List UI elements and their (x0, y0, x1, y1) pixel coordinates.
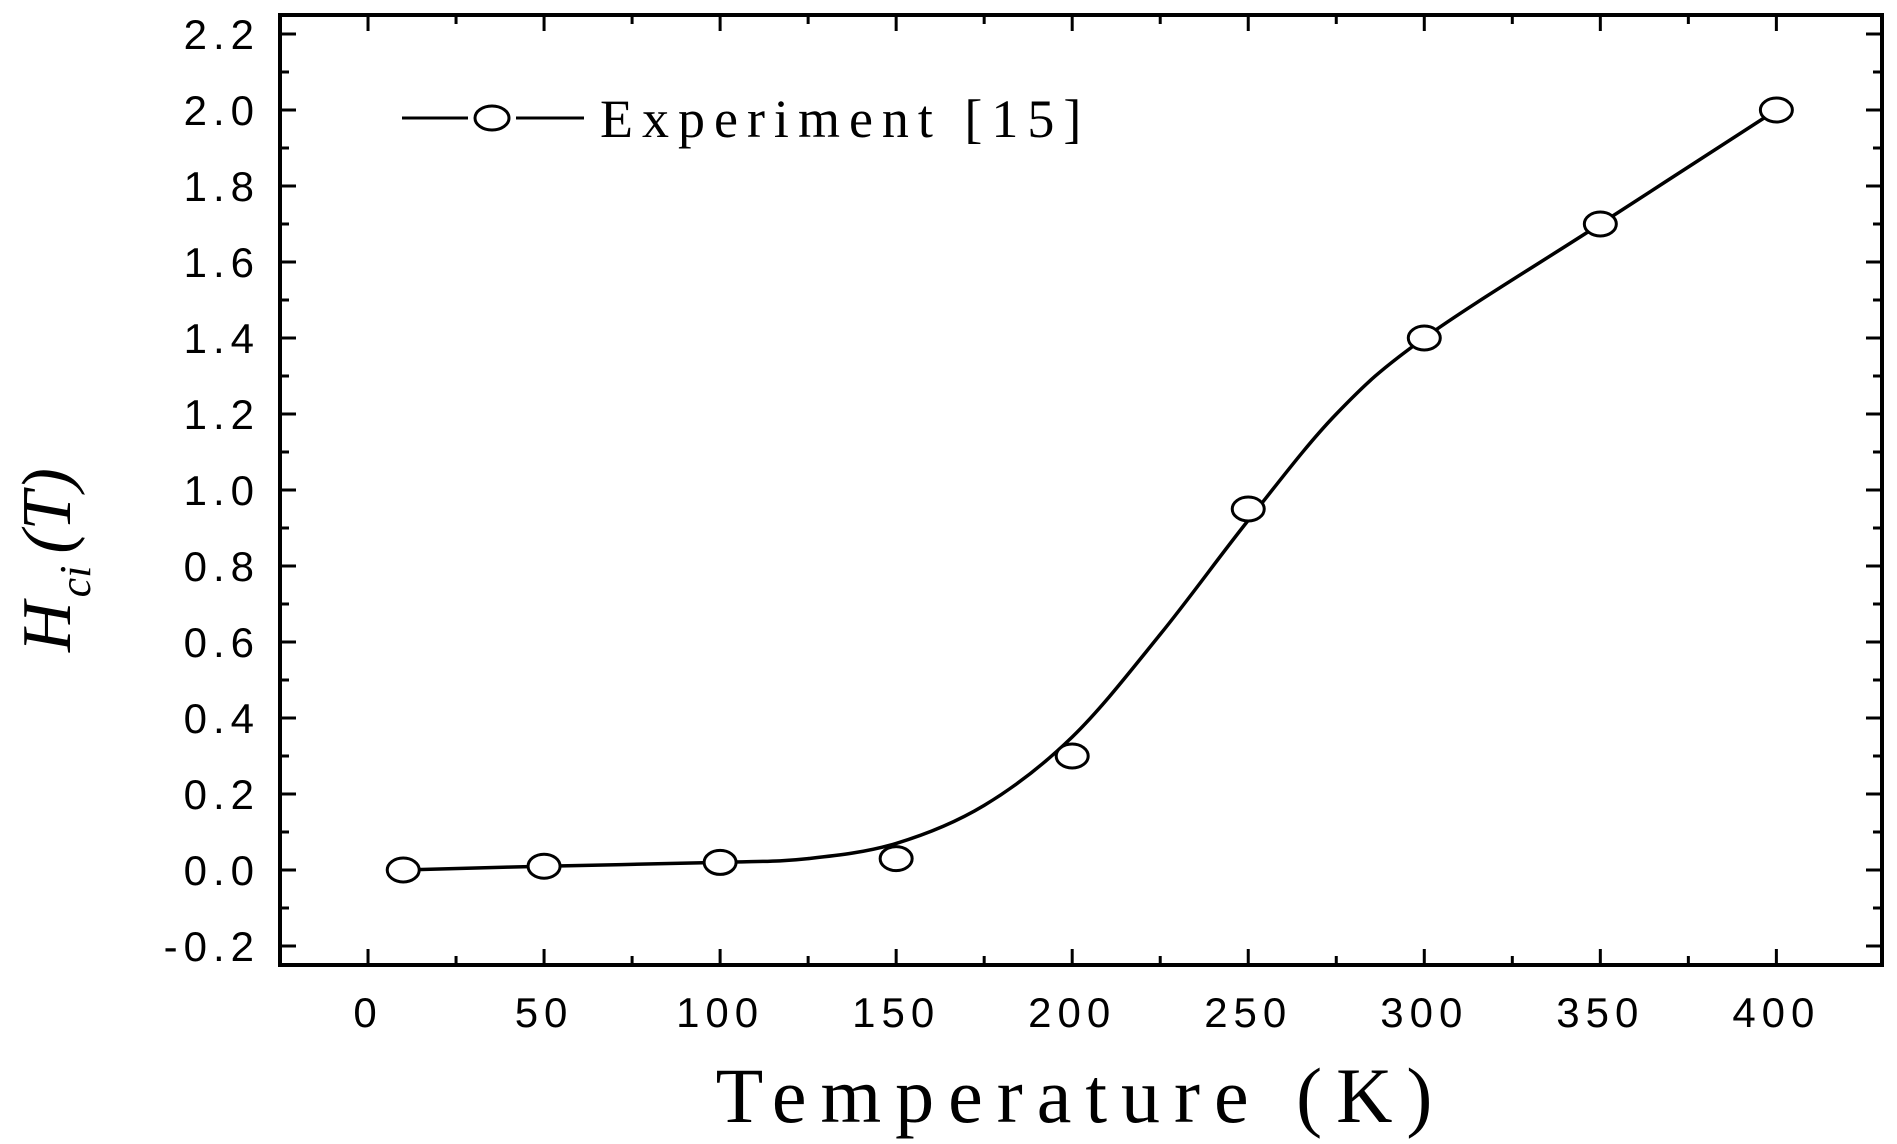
y-tick-label: 2.2 (184, 11, 260, 58)
y-axis-tick-labels: -0.2 0.0 0.2 0.4 0.6 0.8 1.0 1.2 1.4 1.6 1.8 2.0 2.2 (164, 11, 260, 970)
series-line (403, 108, 1778, 872)
svg-text:Hci(T): Hci (T) (9, 468, 100, 653)
y-axis-ticks (280, 32, 1882, 948)
y-axis-title: Hci (T) (9, 468, 100, 653)
x-axis-tick-labels: 0 50 100 150 200 250 300 350 400 (353, 989, 1820, 1036)
y-tick-label: -0.2 (164, 923, 260, 970)
y-tick-label: 0.6 (184, 619, 260, 666)
x-tick-label: 150 (852, 989, 940, 1036)
x-axis-title: Temperature (K) (716, 1052, 1447, 1139)
data-point (526, 852, 562, 880)
y-tick-label: 1.6 (184, 239, 260, 286)
legend: Experiment [15] (402, 89, 1090, 149)
y-tick-label: 1.8 (184, 163, 260, 210)
data-point (702, 848, 738, 876)
data-point (1230, 495, 1266, 523)
data-point (1054, 742, 1090, 770)
y-axis-title-sub: ci (51, 566, 100, 598)
data-point (1406, 324, 1442, 352)
x-tick-label: 250 (1204, 989, 1292, 1036)
x-axis-ticks (366, 15, 1778, 965)
y-tick-label: 1.2 (184, 391, 260, 438)
x-tick-label: 200 (1028, 989, 1116, 1036)
plot-frame (278, 13, 1884, 967)
x-tick-label: 350 (1556, 989, 1644, 1036)
y-tick-label: 0.8 (184, 543, 260, 590)
x-tick-label: 400 (1732, 989, 1820, 1036)
series-layer (385, 96, 1794, 884)
data-point (385, 856, 421, 884)
data-point (1582, 210, 1618, 238)
x-tick-label: 50 (515, 989, 574, 1036)
data-point (1758, 96, 1794, 124)
data-point (878, 845, 914, 873)
x-tick-label: 0 (353, 989, 382, 1036)
y-axis-title-main: H (9, 598, 86, 653)
y-tick-label: 0.4 (184, 695, 260, 742)
x-tick-label: 300 (1380, 989, 1468, 1036)
legend-marker (473, 104, 511, 132)
y-tick-label: 2.0 (184, 87, 260, 134)
y-tick-label: 0.2 (184, 771, 260, 818)
y-tick-label: 1.0 (184, 467, 260, 514)
y-tick-label: 0.0 (184, 847, 260, 894)
y-tick-label: 1.4 (184, 315, 260, 362)
x-tick-label: 100 (676, 989, 764, 1036)
y-axis-title-unit: (T) (9, 468, 86, 554)
legend-label: Experiment [15] (600, 89, 1090, 149)
